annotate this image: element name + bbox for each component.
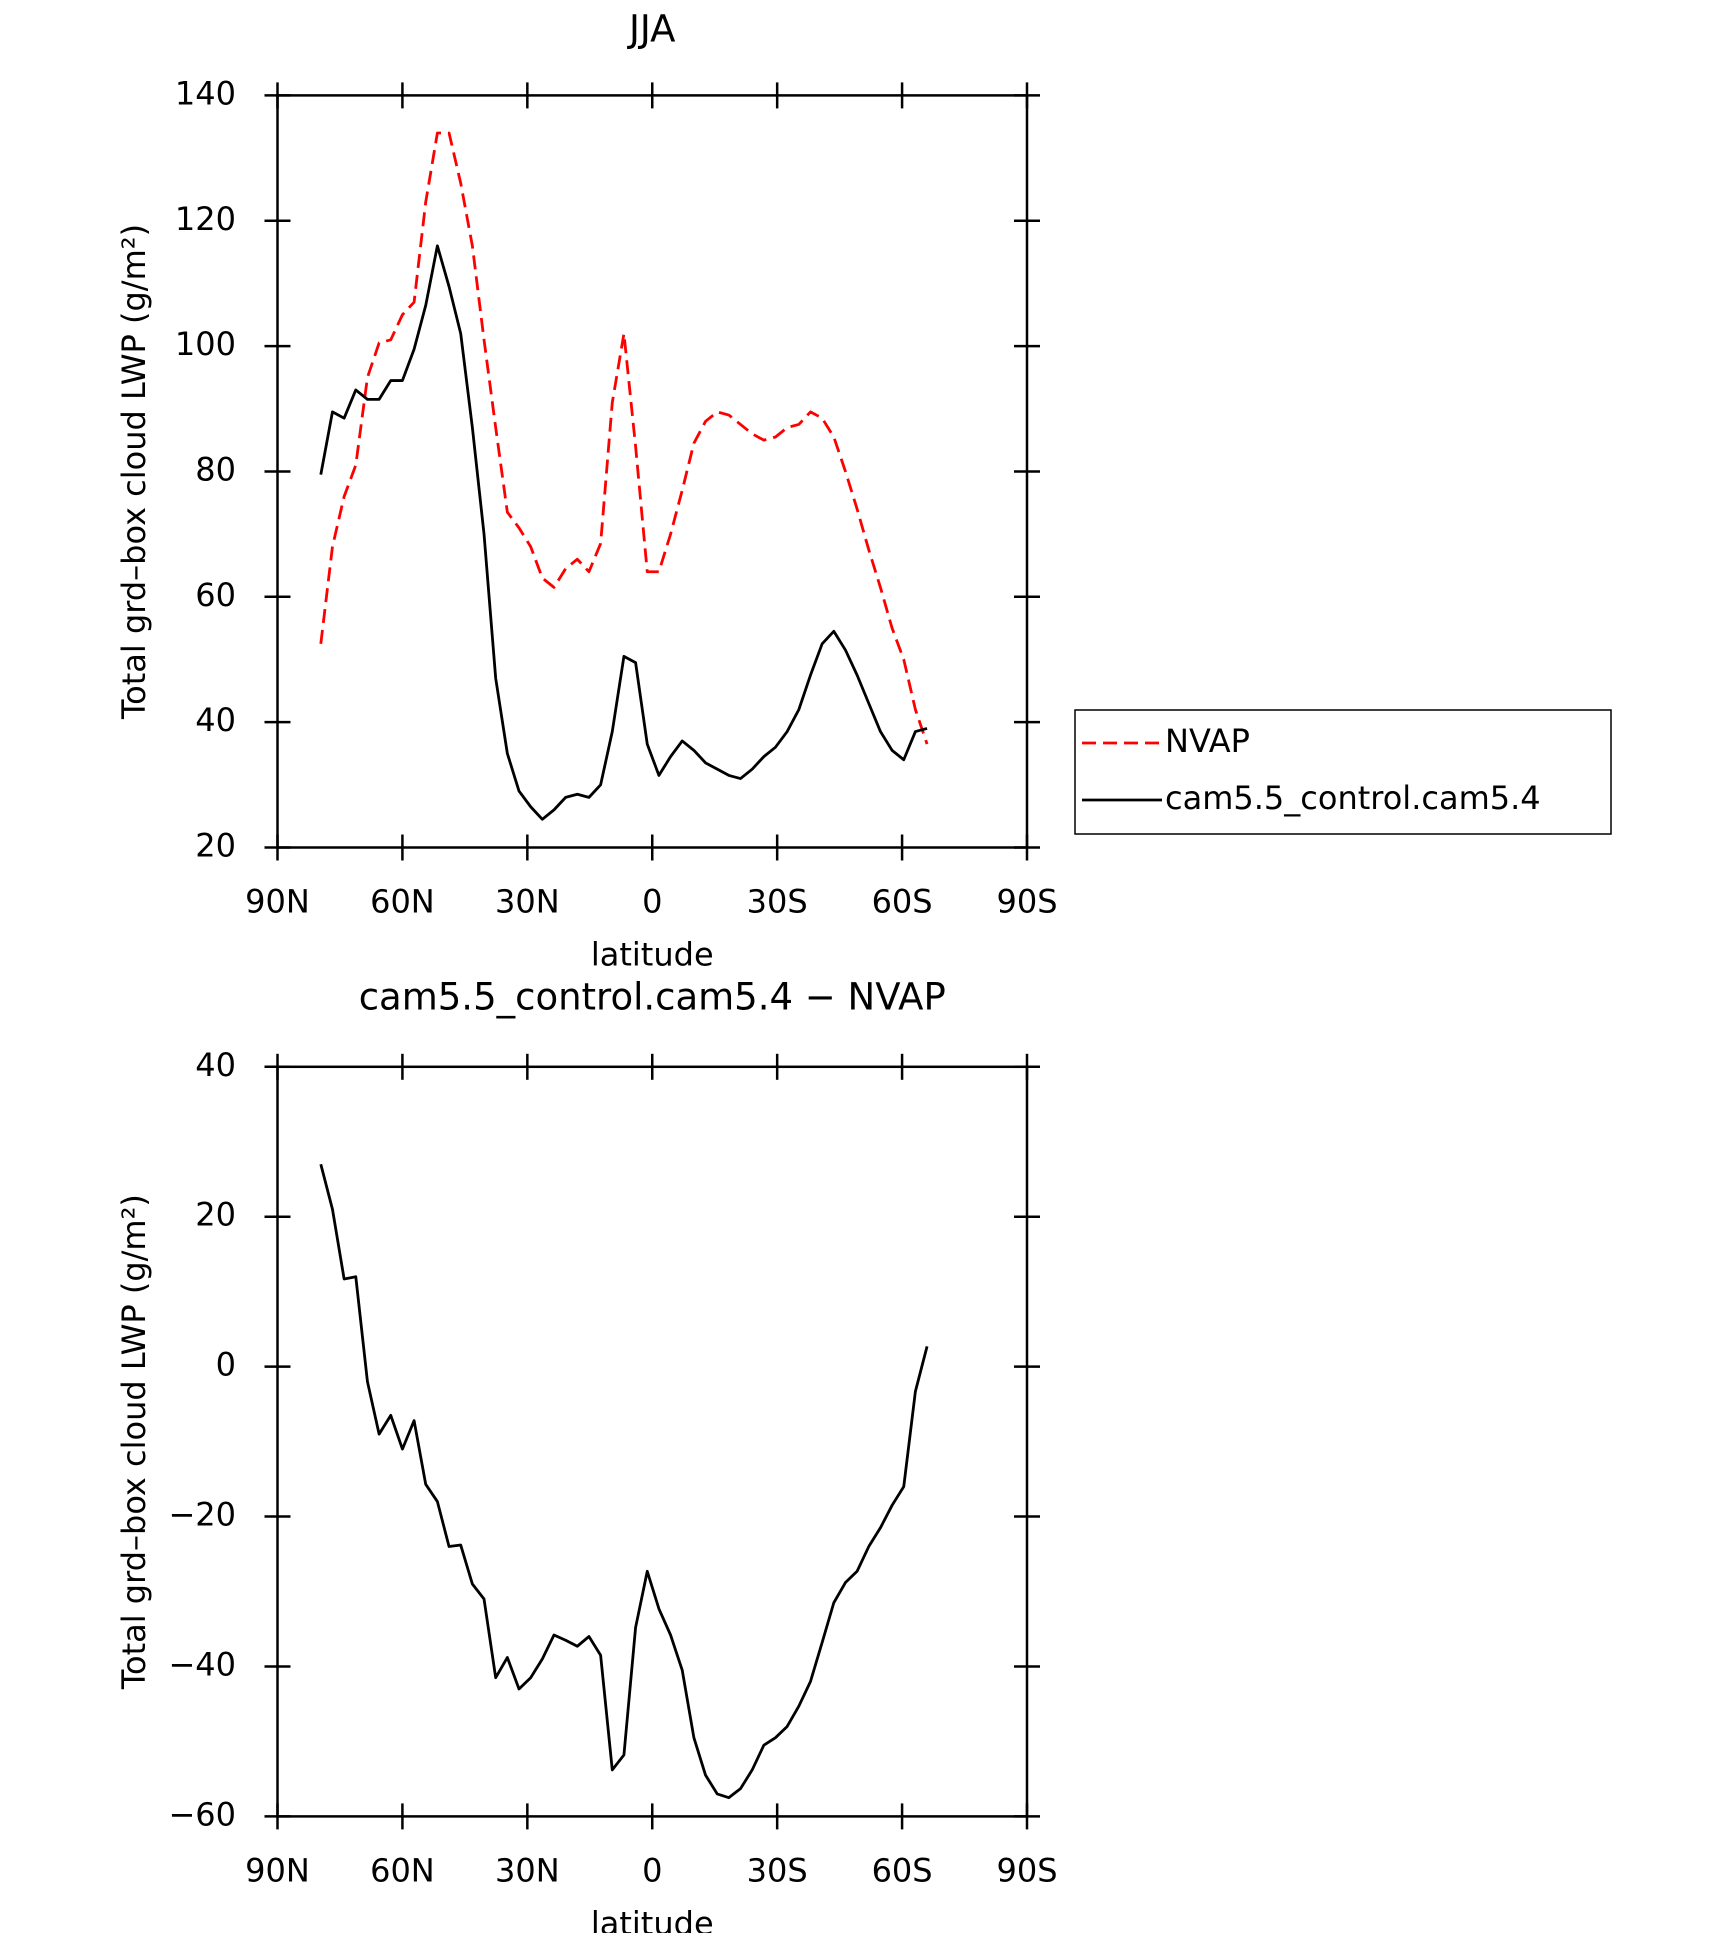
data-line xyxy=(319,131,929,745)
legend-label: NVAP xyxy=(1165,722,1250,760)
y-axis-label: Total grd–box cloud LWP (g/m²) xyxy=(115,224,153,720)
y-tick-label: 140 xyxy=(175,74,236,112)
y-tick-label: 0 xyxy=(216,1346,236,1384)
y-tick-label: −20 xyxy=(168,1496,236,1534)
data-line xyxy=(319,1163,929,1800)
y-tick-label: 20 xyxy=(195,1196,236,1234)
legend-label: cam5.5_control.cam5.4 xyxy=(1165,779,1541,817)
x-tick-label: 60N xyxy=(370,883,435,921)
x-tick-label: 30S xyxy=(747,883,808,921)
y-tick-label: 40 xyxy=(195,701,236,739)
y-tick-label: 20 xyxy=(195,827,236,865)
y-tick-label: −40 xyxy=(168,1645,236,1683)
y-tick-label: 80 xyxy=(195,450,236,488)
chart-title: cam5.5_control.cam5.4 − NVAP xyxy=(359,976,946,1019)
chart-title: JJA xyxy=(627,8,676,51)
x-tick-label: 0 xyxy=(642,1851,662,1889)
y-tick-label: 40 xyxy=(195,1046,236,1084)
x-tick-label: 90S xyxy=(996,1851,1057,1889)
y-tick-label: 120 xyxy=(175,200,236,238)
x-tick-label: 30N xyxy=(495,1851,560,1889)
x-tick-label: 60S xyxy=(872,883,933,921)
x-tick-label: 0 xyxy=(642,883,662,921)
data-line xyxy=(319,244,928,821)
x-tick-label: 90S xyxy=(996,883,1057,921)
x-tick-label: 30N xyxy=(495,883,560,921)
x-tick-label: 30S xyxy=(747,1851,808,1889)
x-tick-label: 90N xyxy=(245,883,310,921)
x-axis-label: latitude xyxy=(591,1904,714,1933)
x-axis-label: latitude xyxy=(591,936,714,974)
x-tick-label: 90N xyxy=(245,1851,310,1889)
y-tick-label: 60 xyxy=(195,576,236,614)
y-tick-label: 100 xyxy=(175,325,236,363)
y-tick-label: −60 xyxy=(168,1795,236,1833)
x-tick-label: 60S xyxy=(872,1851,933,1889)
x-tick-label: 60N xyxy=(370,1851,435,1889)
plot-frame xyxy=(276,1065,1029,1818)
y-axis-label: Total grd–box cloud LWP (g/m²) xyxy=(115,1194,153,1690)
legend-box xyxy=(1074,709,1612,835)
